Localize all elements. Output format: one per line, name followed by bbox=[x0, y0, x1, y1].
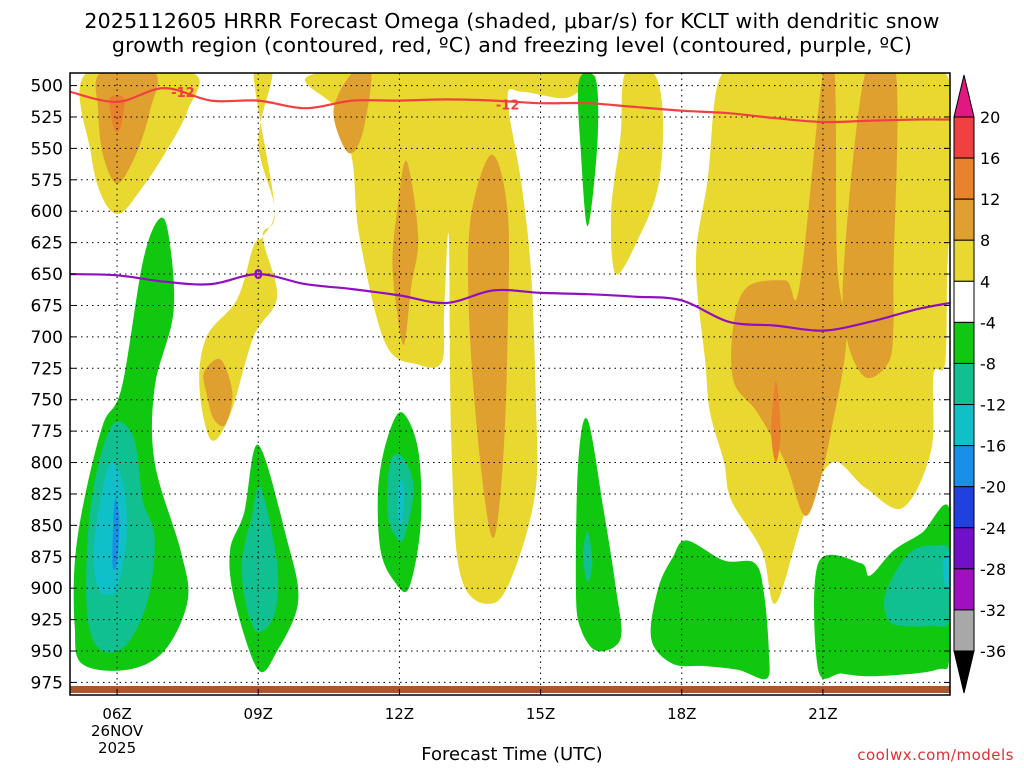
colorbar-band-9 bbox=[953, 486, 975, 529]
x-tick-date: 26NOV bbox=[91, 722, 144, 740]
y-tick-label-575: 575 bbox=[31, 171, 63, 191]
y-tick-label-700: 700 bbox=[31, 328, 63, 348]
x-tick-label-21Z: 21Z bbox=[808, 705, 837, 723]
colorbar-band-2 bbox=[953, 198, 975, 241]
colorbar-label--12: -12 bbox=[980, 396, 1006, 415]
x-tick-label-15Z: 15Z bbox=[526, 705, 555, 723]
colorbar-label--4: -4 bbox=[980, 313, 996, 332]
omega-region-17 bbox=[112, 498, 120, 570]
y-tick-label-975: 975 bbox=[31, 673, 63, 693]
omega-region-28 bbox=[883, 544, 950, 627]
y-tick-label-900: 900 bbox=[31, 579, 63, 599]
contour-line-0 bbox=[70, 86, 950, 124]
colorbar-label--28: -28 bbox=[980, 560, 1006, 579]
contour-label-0-1: -12 bbox=[496, 98, 520, 113]
colorbar-label--8: -8 bbox=[980, 354, 996, 373]
x-tick-label-06Z: 06Z bbox=[102, 705, 131, 723]
colorbar-label--36: -36 bbox=[980, 642, 1006, 661]
colorbar: 20 16 12 8 4 -4 -8 -12 -16 -20 -24 -28 -32 -36 bbox=[953, 74, 1006, 694]
y-tick-label-950: 950 bbox=[31, 642, 63, 662]
colorbar-band-11 bbox=[953, 568, 975, 611]
x-tick-year: 2025 bbox=[98, 739, 136, 757]
colorbar-top-arrow bbox=[953, 74, 975, 118]
omega-region-13 bbox=[771, 380, 781, 463]
y-tick-label-800: 800 bbox=[31, 454, 63, 474]
omega-region-4 bbox=[203, 358, 233, 427]
y-tick-label-825: 825 bbox=[31, 485, 63, 505]
chart-title-line-1: 2025112605 HRRR Forecast Omega (shaded, … bbox=[84, 9, 940, 33]
x-tick-label-12Z: 12Z bbox=[385, 705, 414, 723]
omega-region-19 bbox=[241, 486, 279, 633]
contour-label-0-0: -12 bbox=[171, 86, 195, 101]
x-tick-label-18Z: 18Z bbox=[667, 705, 696, 723]
grid bbox=[70, 73, 950, 695]
omega-region-22 bbox=[397, 480, 405, 524]
y-axis: 500 525 550 575 600 625 650 675 700 725 750 775 800 8… bbox=[31, 77, 950, 693]
omega-region-24 bbox=[575, 418, 622, 652]
y-tick-label-925: 925 bbox=[31, 611, 63, 631]
colorbar-band-0 bbox=[953, 116, 975, 159]
omega-region-6 bbox=[333, 73, 372, 154]
contour-line-1 bbox=[70, 272, 950, 332]
omega-region-8 bbox=[467, 154, 510, 538]
colorbar-label--16: -16 bbox=[980, 437, 1006, 456]
colorbar-band-4 bbox=[953, 280, 975, 323]
omega-region-5 bbox=[304, 73, 597, 604]
colorbar-band-5 bbox=[953, 321, 975, 364]
y-tick-label-750: 750 bbox=[31, 391, 63, 411]
contours: -12 -12 0 bbox=[70, 86, 950, 332]
y-tick-label-675: 675 bbox=[31, 296, 63, 316]
chart-title-line-2: growth region (contoured, red, ºC) and f… bbox=[111, 33, 913, 57]
y-tick-label-725: 725 bbox=[31, 359, 63, 379]
colorbar-band-7 bbox=[953, 404, 975, 447]
y-tick-label-550: 550 bbox=[31, 139, 63, 159]
credit-text[interactable]: coolwx.com/models bbox=[857, 746, 1014, 764]
y-tick-label-775: 775 bbox=[31, 422, 63, 442]
colorbar-band-6 bbox=[953, 362, 975, 406]
colorbar-band-1 bbox=[953, 157, 975, 200]
omega-region-9 bbox=[610, 73, 664, 275]
omega-region-12 bbox=[842, 73, 898, 379]
colorbar-band-10 bbox=[953, 527, 975, 570]
y-tick-label-625: 625 bbox=[31, 234, 63, 254]
colorbar-label-4: 4 bbox=[980, 272, 990, 291]
y-tick-label-500: 500 bbox=[31, 77, 63, 97]
colorbar-label--24: -24 bbox=[980, 519, 1006, 538]
colorbar-label-12: 12 bbox=[980, 190, 1000, 209]
omega-region-29 bbox=[942, 552, 950, 591]
colorbar-label-8: 8 bbox=[980, 231, 990, 250]
colorbar-bottom-arrow bbox=[953, 650, 975, 694]
omega-region-26 bbox=[650, 540, 770, 680]
colorbar-label-20: 20 bbox=[980, 108, 1000, 127]
y-tick-label-850: 850 bbox=[31, 516, 63, 536]
omega-region-7 bbox=[392, 160, 419, 345]
y-tick-label-650: 650 bbox=[31, 265, 63, 285]
y-tick-label-600: 600 bbox=[31, 202, 63, 222]
x-axis-label: Forecast Time (UTC) bbox=[421, 744, 603, 765]
ground-terrain-bar bbox=[70, 686, 950, 693]
colorbar-label--20: -20 bbox=[980, 478, 1006, 497]
omega-region-3 bbox=[199, 73, 278, 441]
y-tick-label-525: 525 bbox=[31, 108, 63, 128]
colorbar-band-8 bbox=[953, 445, 975, 488]
colorbar-label--32: -32 bbox=[980, 601, 1006, 620]
omega-region-16 bbox=[93, 462, 127, 595]
y-tick-label-875: 875 bbox=[31, 548, 63, 568]
plot-frame bbox=[69, 72, 951, 696]
contour-label-1-0: 0 bbox=[254, 268, 263, 283]
omega-shaded-regions bbox=[73, 73, 950, 680]
x-tick-label-09Z: 09Z bbox=[244, 705, 273, 723]
colorbar-band-3 bbox=[953, 239, 975, 282]
colorbar-label-16: 16 bbox=[980, 149, 1000, 168]
omega-region-11 bbox=[731, 73, 847, 516]
omega-region-23 bbox=[577, 73, 599, 227]
colorbar-band-12 bbox=[953, 609, 975, 652]
omega-region-2 bbox=[109, 94, 125, 133]
omega-region-27 bbox=[814, 504, 950, 679]
